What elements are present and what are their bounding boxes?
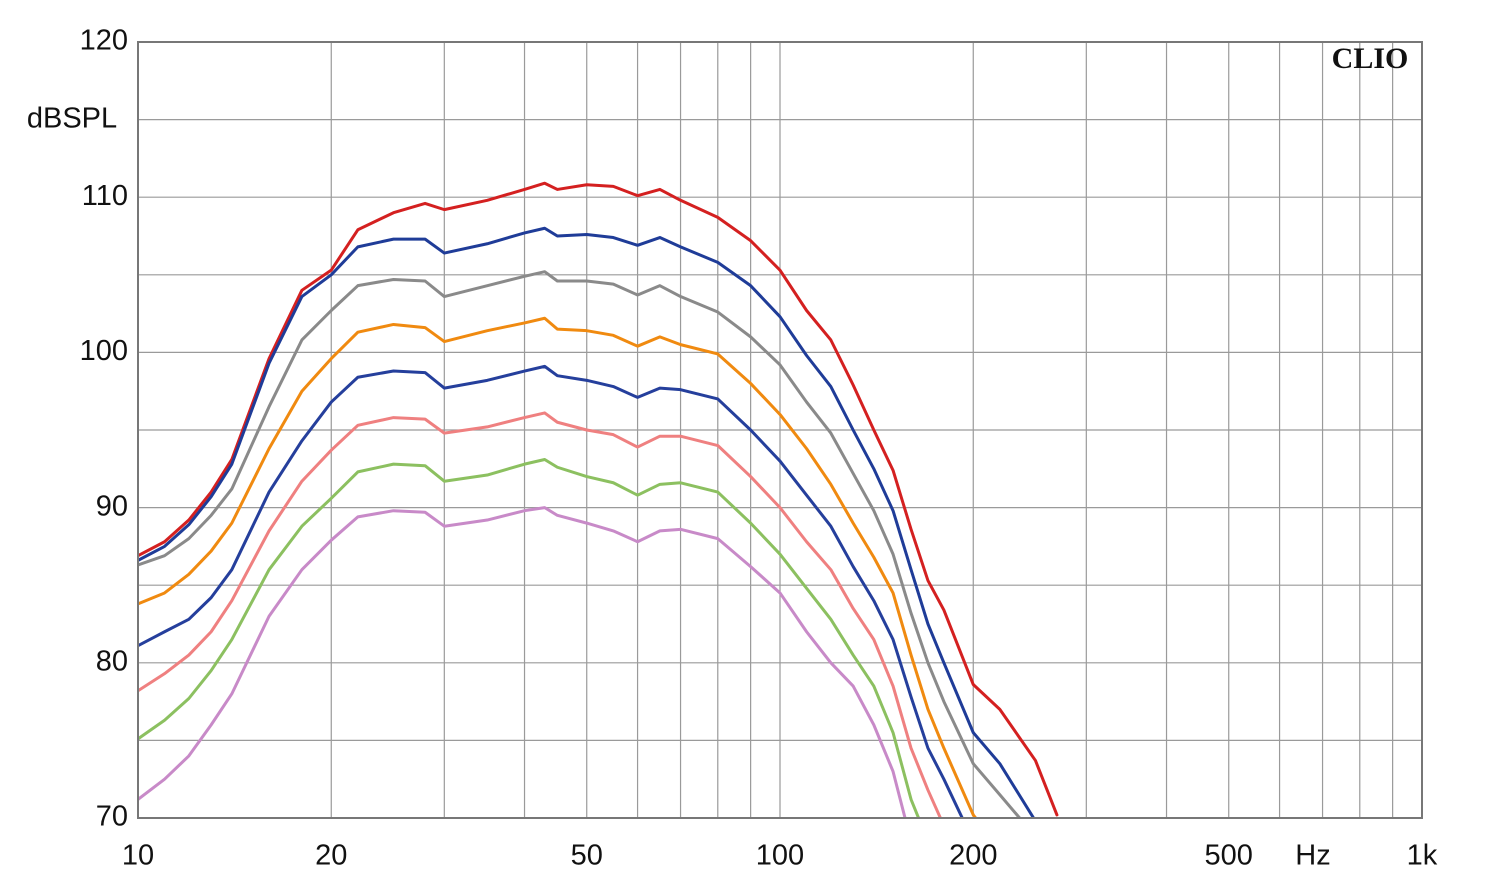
x-tick-label: 50 — [571, 840, 603, 872]
response-curve — [138, 181, 1059, 817]
response-curve — [138, 506, 907, 818]
plot-frame — [137, 41, 1423, 819]
response-curve — [138, 270, 1022, 818]
y-tick-label: 100 — [80, 335, 128, 367]
response-curve — [138, 411, 943, 818]
x-tick-label: 100 — [756, 840, 804, 872]
response-curve — [138, 316, 978, 818]
x-tick-label: 20 — [315, 840, 347, 872]
response-curve — [138, 457, 921, 818]
curves — [138, 181, 1059, 818]
y-axis-label: dBSPL — [27, 103, 117, 135]
y-tick-label: 90 — [96, 490, 128, 522]
x-axis-label: Hz — [1295, 840, 1330, 872]
response-curve — [138, 226, 1036, 818]
x-tick-label: 1k — [1407, 840, 1438, 872]
x-tick-label: 10 — [122, 840, 154, 872]
y-tick-label: 120 — [80, 25, 128, 57]
labels: 10 20 50 100 200 500 1k 70 80 90 100 110 120 — [80, 25, 1438, 872]
y-tick-label: 110 — [82, 180, 128, 212]
x-tick-label: 200 — [949, 840, 997, 872]
x-tick-label: 500 — [1205, 840, 1253, 872]
y-tick-label: 80 — [96, 645, 128, 677]
brand: CLIO — [1332, 42, 1409, 75]
y-tick-label: 70 — [96, 801, 128, 833]
response-curve — [138, 364, 964, 818]
